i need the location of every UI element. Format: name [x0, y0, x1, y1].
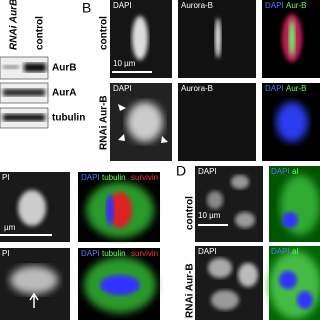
merge-signal — [106, 194, 114, 226]
band-label: tubulin — [52, 113, 85, 124]
band — [24, 63, 46, 72]
merge-label: tubulin — [102, 173, 126, 182]
column-label: RNAi AurB — [9, 0, 20, 50]
panel-b: B control RNAi Aur-B DAPI Aurora-B DAPI … — [82, 0, 320, 161]
scale-bar — [0, 234, 52, 236]
merge-signal — [297, 291, 313, 309]
chromosomes — [10, 266, 58, 294]
merge-label: al — [292, 167, 298, 176]
row-label: RNAi Aur-B — [99, 95, 110, 150]
channel-label: DAPI — [113, 84, 132, 93]
merge-signal — [276, 102, 308, 142]
merge-signal — [108, 192, 132, 228]
nucleus — [235, 212, 255, 228]
channel-label: DAPI — [198, 247, 217, 256]
arrowhead — [161, 136, 168, 143]
band-label: AurB — [52, 63, 76, 74]
scale-label: 10 µm — [113, 59, 136, 68]
merge-signal — [279, 271, 297, 289]
panel-c: PI DAPI tubulin survivin µm PI DAPI tubu… — [0, 172, 160, 320]
band — [3, 89, 45, 96]
merge-label: DAPI — [265, 1, 284, 10]
chromosomes — [127, 102, 163, 142]
scale-bar — [112, 71, 152, 73]
band-label: AurA — [52, 88, 76, 99]
signal — [215, 18, 221, 58]
band — [3, 114, 45, 121]
merge-label: survivin — [131, 173, 158, 182]
channel-label: PI — [2, 249, 10, 258]
chromosomes — [132, 16, 148, 60]
merge-label: DAPI — [271, 247, 290, 256]
band — [3, 65, 19, 69]
panel-label: B — [82, 0, 91, 16]
scale-bar — [198, 224, 228, 226]
channel-label: PI — [2, 173, 10, 182]
merge-signal — [282, 212, 298, 228]
scale-label: 10 µm — [198, 211, 221, 220]
nucleus — [238, 263, 258, 287]
arrowhead — [118, 104, 126, 111]
merge-label: Aur-B — [286, 84, 306, 93]
panel-d: D control RNAi Aur-B DAPI DAPI al 10 µm … — [176, 163, 320, 320]
column-label: control — [35, 16, 46, 50]
merge-label: Aur-B — [286, 1, 306, 10]
merge-label: tubulin — [102, 249, 126, 258]
channel-label: Aurora-B — [181, 1, 213, 10]
nucleus — [211, 290, 239, 310]
image — [195, 166, 263, 242]
nucleus — [207, 191, 223, 209]
merge-signal — [289, 20, 295, 56]
arrow — [29, 292, 39, 308]
panel-a: RNAi AurB control AurB AurA tubulin — [0, 0, 85, 129]
nucleus — [231, 175, 249, 189]
row-label: RNAi Aur-B — [185, 263, 196, 318]
scale-label: µm — [4, 223, 16, 232]
row-label: control — [99, 16, 110, 50]
chromosomes — [18, 190, 46, 226]
merge-signal — [100, 275, 140, 295]
arrowhead — [118, 134, 125, 141]
image — [178, 83, 256, 161]
merge-label: DAPI — [81, 173, 100, 182]
panel-label: D — [176, 163, 186, 179]
nucleus — [208, 258, 232, 278]
merge-label: survivin — [131, 249, 158, 258]
merge-label: DAPI — [265, 84, 284, 93]
merge-label: DAPI — [271, 167, 290, 176]
merge-label: DAPI — [81, 249, 100, 258]
channel-label: Aurora-B — [181, 84, 213, 93]
channel-label: DAPI — [113, 1, 132, 10]
merge-label: al — [292, 247, 298, 256]
channel-label: DAPI — [198, 167, 217, 176]
row-label: control — [185, 196, 196, 230]
